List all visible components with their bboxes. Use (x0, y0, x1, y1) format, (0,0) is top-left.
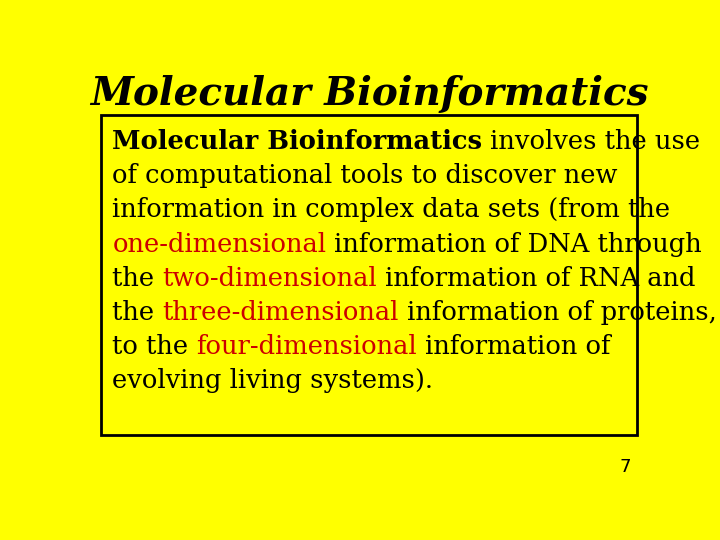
Text: information in complex data sets (from the: information in complex data sets (from t… (112, 198, 670, 222)
Text: two-dimensional: two-dimensional (163, 266, 377, 291)
Text: of computational tools to discover new: of computational tools to discover new (112, 163, 618, 188)
Text: involves the use: involves the use (482, 129, 701, 154)
Text: three-dimensional: three-dimensional (163, 300, 399, 325)
Text: the: the (112, 266, 163, 291)
Text: four-dimensional: four-dimensional (197, 334, 417, 359)
Text: information of proteins,: information of proteins, (399, 300, 716, 325)
Text: information of DNA through: information of DNA through (326, 232, 702, 256)
Text: one-dimensional: one-dimensional (112, 232, 326, 256)
Text: information of: information of (417, 334, 611, 359)
Text: the: the (112, 300, 163, 325)
Text: Molecular Bioinformatics: Molecular Bioinformatics (90, 75, 648, 113)
Text: evolving living systems).: evolving living systems). (112, 368, 433, 393)
FancyBboxPatch shape (101, 114, 637, 435)
Text: Molecular Bioinformatics: Molecular Bioinformatics (112, 129, 482, 154)
Text: 7: 7 (620, 458, 631, 476)
Text: information of RNA and: information of RNA and (377, 266, 696, 291)
Text: to the: to the (112, 334, 197, 359)
